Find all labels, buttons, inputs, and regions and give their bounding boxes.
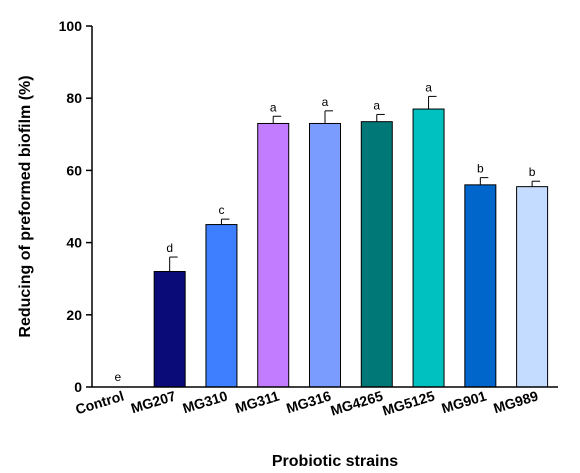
- bars-group: [154, 109, 547, 387]
- y-tick-label: 80: [66, 90, 82, 106]
- significance-label-mg311: a: [270, 100, 277, 114]
- bar-mg311: [258, 123, 289, 387]
- bar-mg207: [154, 271, 185, 387]
- x-axis-title: Probiotic strains: [272, 453, 398, 470]
- bar-mg989: [517, 187, 548, 387]
- y-tick-label: 40: [66, 235, 82, 251]
- bar-mg4265: [361, 122, 392, 387]
- x-tick-label-mg311: MG311: [233, 388, 281, 417]
- x-tick-label-mg989: MG989: [491, 388, 540, 417]
- y-tick-label: 20: [66, 307, 82, 323]
- significance-label-mg316: a: [322, 95, 329, 109]
- y-ticks-group: 0 20 40 60 80 100: [59, 18, 92, 395]
- y-tick-label: 100: [59, 18, 83, 34]
- bar-mg316: [310, 123, 341, 387]
- x-tick-label-mg316: MG316: [284, 388, 333, 417]
- significance-label-mg5125: a: [425, 80, 432, 94]
- x-tick-label-mg5125: MG5125: [380, 388, 436, 419]
- x-tick-label-mg310: MG310: [181, 388, 230, 417]
- y-tick-label: 60: [66, 162, 82, 178]
- bar-mg901: [465, 185, 496, 387]
- significance-label-mg4265: a: [373, 98, 380, 112]
- x-tick-label-mg207: MG207: [129, 388, 178, 417]
- bar-mg310: [206, 225, 237, 387]
- significance-label-mg989: b: [529, 165, 536, 179]
- significance-label-mg207: d: [166, 241, 173, 255]
- significance-label-control: e: [115, 370, 122, 384]
- x-tick-label-mg901: MG901: [440, 388, 489, 417]
- x-tick-label-mg4265: MG4265: [329, 388, 385, 419]
- significance-label-mg901: b: [477, 162, 484, 176]
- bar-mg5125: [413, 109, 444, 387]
- y-axis-title: Reducing of preformed biofilm (%): [17, 75, 34, 337]
- significance-label-mg310: c: [218, 203, 224, 217]
- y-tick-label: 0: [74, 379, 82, 395]
